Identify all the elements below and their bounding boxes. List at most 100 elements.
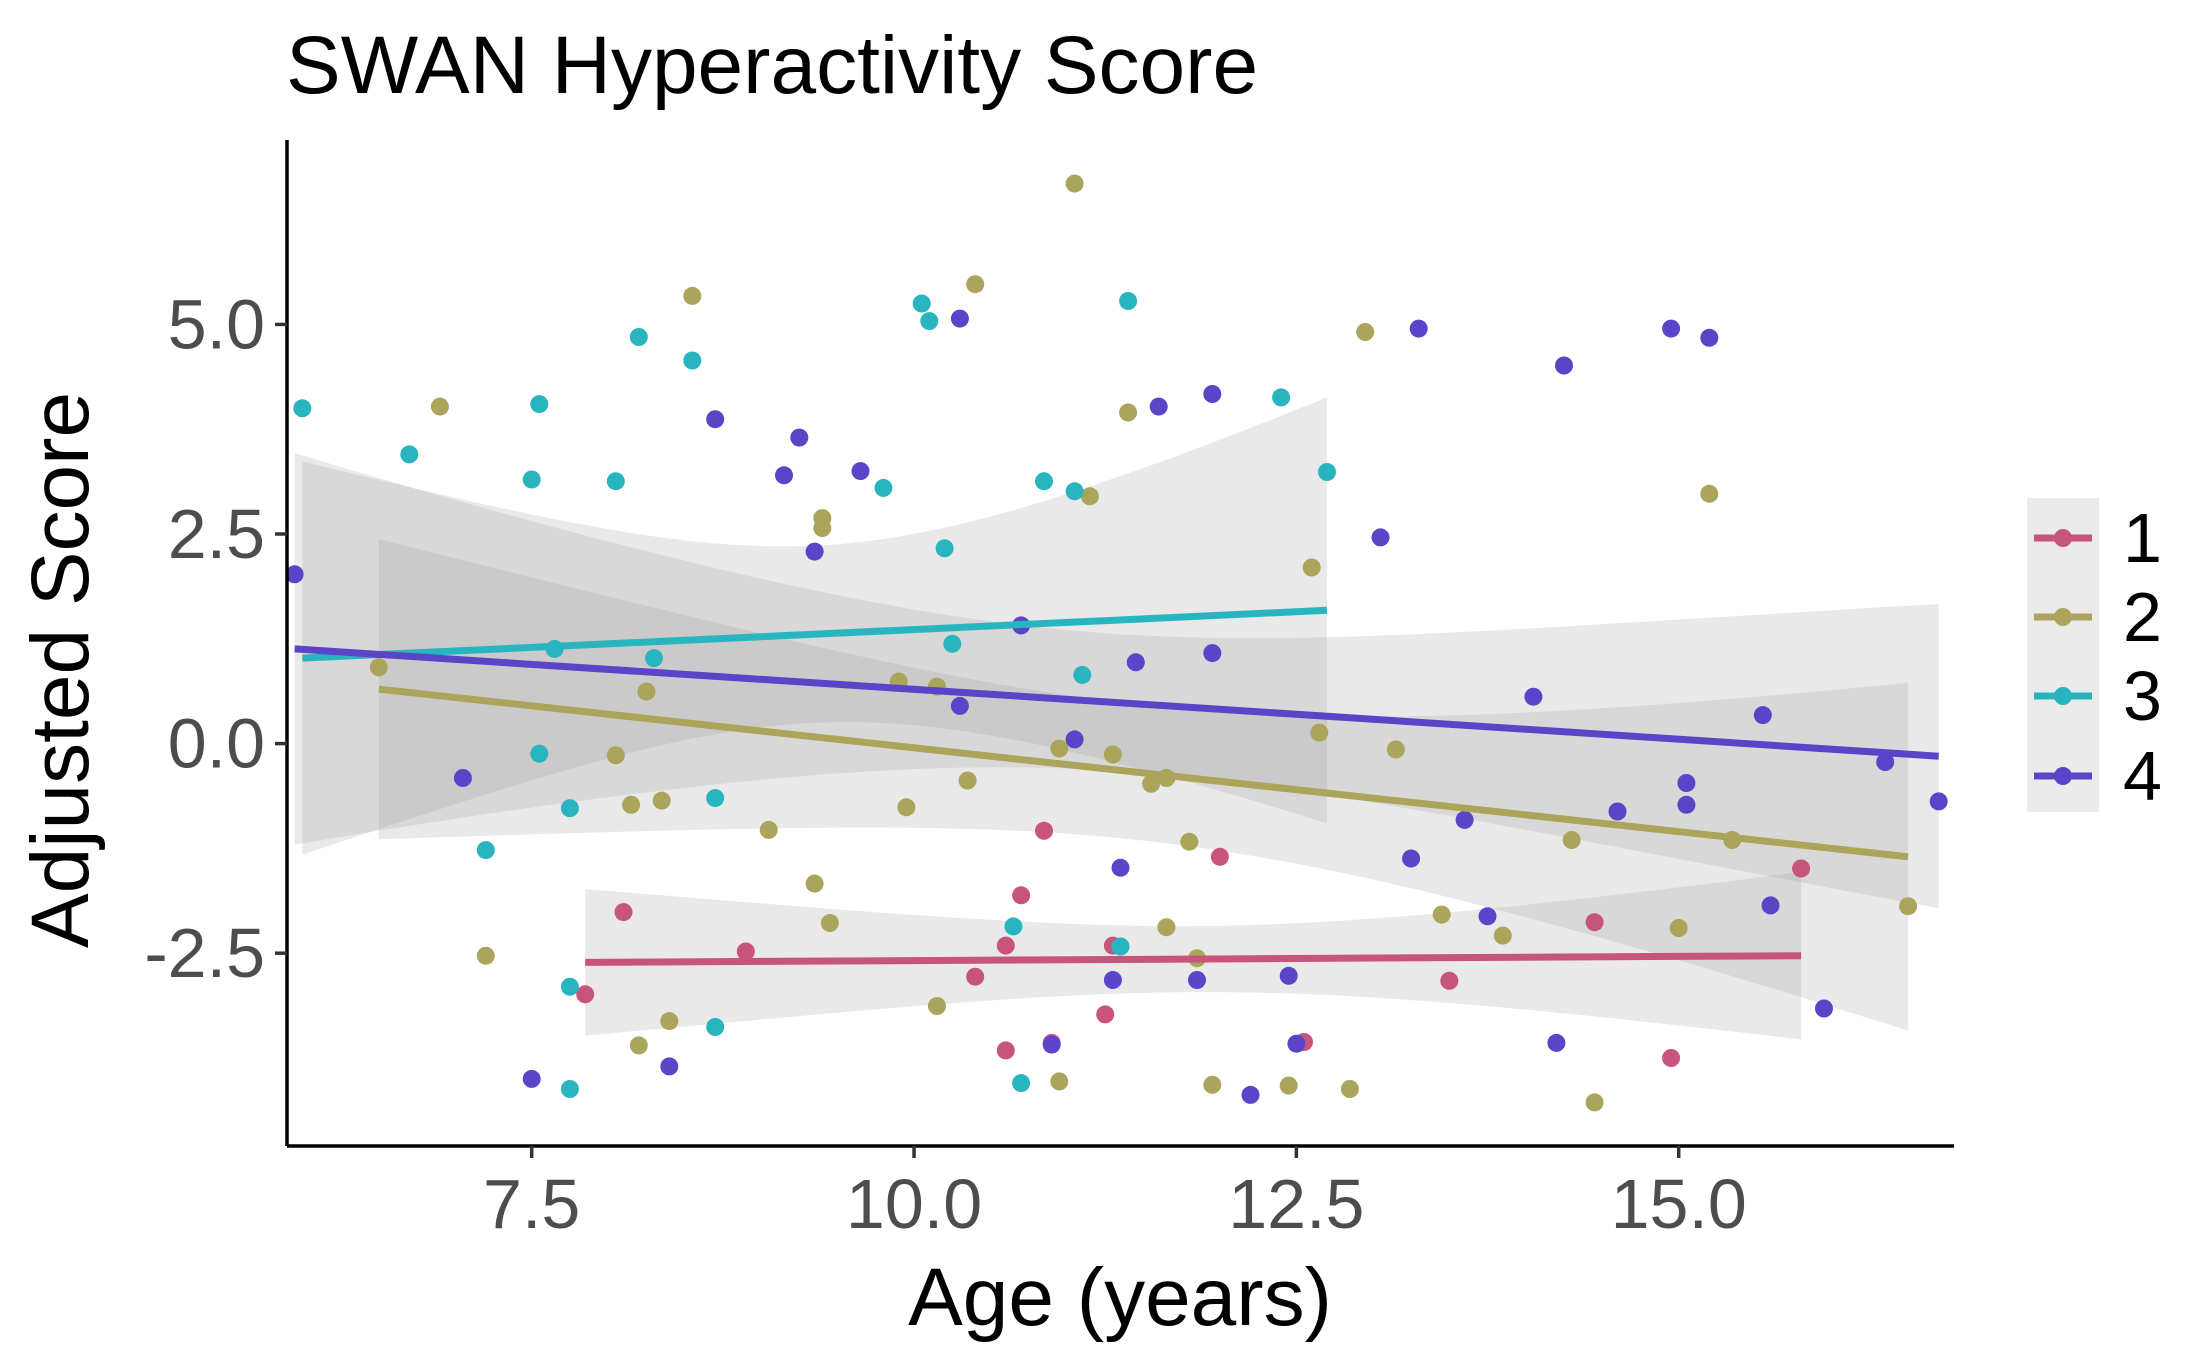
legend-key-point-2: [2054, 608, 2072, 626]
y-tick-label: 2.5: [168, 495, 265, 573]
fit-line-1: [585, 952, 1802, 966]
data-point-4: [790, 428, 809, 447]
data-point-2: [759, 820, 778, 839]
fit-line-2: [378, 685, 1909, 861]
data-point-2: [1103, 745, 1122, 764]
legend-label-3: 3: [2123, 657, 2162, 735]
data-point-4: [1761, 896, 1780, 915]
x-tick-label: 7.5: [483, 1165, 580, 1243]
data-point-1: [736, 942, 755, 961]
data-point-4: [1065, 730, 1084, 749]
data-point-4: [1876, 753, 1895, 771]
data-point-3: [1065, 482, 1084, 501]
data-point-4: [1402, 849, 1421, 868]
data-point-4: [1241, 1085, 1260, 1104]
data-point-4: [1126, 653, 1145, 672]
data-point-3: [1012, 1074, 1031, 1093]
data-point-2: [958, 771, 977, 790]
data-point-1: [1096, 1005, 1115, 1024]
data-point-3: [1272, 388, 1291, 407]
data-point-4: [453, 769, 472, 787]
data-point-4: [1677, 795, 1696, 814]
data-point-3: [706, 789, 725, 808]
y-axis-ticks: -2.5 0.0 2.5 5.0: [144, 285, 287, 992]
data-point-4: [1103, 971, 1122, 989]
x-axis-ticks: 7.5 10.0 12.5 15.0: [483, 1146, 1747, 1243]
data-point-4: [1188, 971, 1206, 989]
data-point-3: [920, 312, 939, 331]
legend-label-2: 2: [2123, 578, 2162, 656]
legend-label-4: 4: [2123, 737, 2162, 815]
data-point-2: [897, 798, 916, 817]
data-point-2: [813, 509, 832, 528]
data-point-2: [637, 682, 656, 701]
data-point-2: [1340, 1080, 1359, 1098]
data-point-3: [530, 744, 549, 763]
data-point-2: [820, 914, 839, 932]
data-point-3: [530, 395, 549, 414]
data-point-3: [1318, 463, 1336, 481]
data-point-3: [874, 478, 893, 497]
data-point-3: [683, 351, 702, 370]
data-point-2: [1669, 919, 1688, 937]
data-point-4: [522, 1069, 541, 1088]
data-point-4: [1677, 774, 1696, 792]
data-point-4: [1662, 319, 1681, 338]
data-point-1: [996, 936, 1015, 955]
data-point-3: [1035, 472, 1053, 491]
data-point-3: [1004, 917, 1023, 936]
data-point-2: [1279, 1076, 1298, 1095]
data-point-3: [560, 1080, 579, 1098]
y-tick-label: 5.0: [168, 285, 265, 363]
data-point-4: [1555, 356, 1573, 375]
data-point-2: [1157, 918, 1176, 937]
data-point-3: [1073, 665, 1092, 684]
data-point-2: [476, 946, 495, 965]
data-point-4: [1042, 1035, 1061, 1054]
data-point-3: [293, 399, 312, 418]
fit-line-4: [294, 645, 1939, 760]
data-point-1: [1035, 821, 1053, 840]
data-point-2: [629, 1036, 648, 1055]
data-point-4: [775, 466, 793, 485]
data-point-4: [1700, 328, 1719, 347]
data-point-4: [285, 565, 304, 584]
data-point-3: [629, 328, 648, 346]
data-point-2: [1119, 403, 1138, 422]
data-point-2: [1080, 487, 1099, 506]
data-point-2: [928, 997, 946, 1015]
data-point-2: [1050, 739, 1069, 758]
data-point-1: [1792, 859, 1811, 878]
data-point-3: [560, 799, 579, 818]
data-point-4: [1203, 385, 1222, 403]
data-point-2: [369, 658, 388, 677]
data-point-2: [1310, 723, 1329, 742]
data-point-2: [966, 275, 985, 294]
x-tick-label: 12.5: [1228, 1165, 1364, 1243]
data-point-4: [1815, 999, 1833, 1018]
data-point-1: [996, 1041, 1015, 1060]
data-point-1: [966, 967, 985, 986]
data-point-4: [1929, 792, 1948, 811]
data-point-2: [1432, 905, 1451, 924]
data-point-2: [1493, 926, 1512, 945]
data-point-4: [1111, 858, 1130, 877]
y-tick-label: 0.0: [168, 705, 265, 783]
data-point-4: [805, 542, 824, 561]
data-point-4: [1608, 802, 1627, 821]
data-point-1: [1440, 971, 1459, 990]
confidence-band-4: [294, 453, 1939, 909]
data-point-2: [1356, 323, 1375, 341]
x-tick-label: 15.0: [1611, 1165, 1747, 1243]
data-point-4: [1753, 706, 1772, 725]
data-point-2: [1180, 832, 1199, 851]
data-point-2: [1203, 1075, 1222, 1094]
data-point-2: [1142, 774, 1161, 793]
data-point-3: [476, 841, 495, 860]
data-point-2: [1065, 174, 1084, 193]
legend-label-1: 1: [2123, 499, 2162, 577]
data-point-4: [950, 696, 969, 715]
data-point-3: [706, 1018, 725, 1036]
data-point-3: [943, 634, 962, 653]
data-point-3: [645, 649, 663, 668]
